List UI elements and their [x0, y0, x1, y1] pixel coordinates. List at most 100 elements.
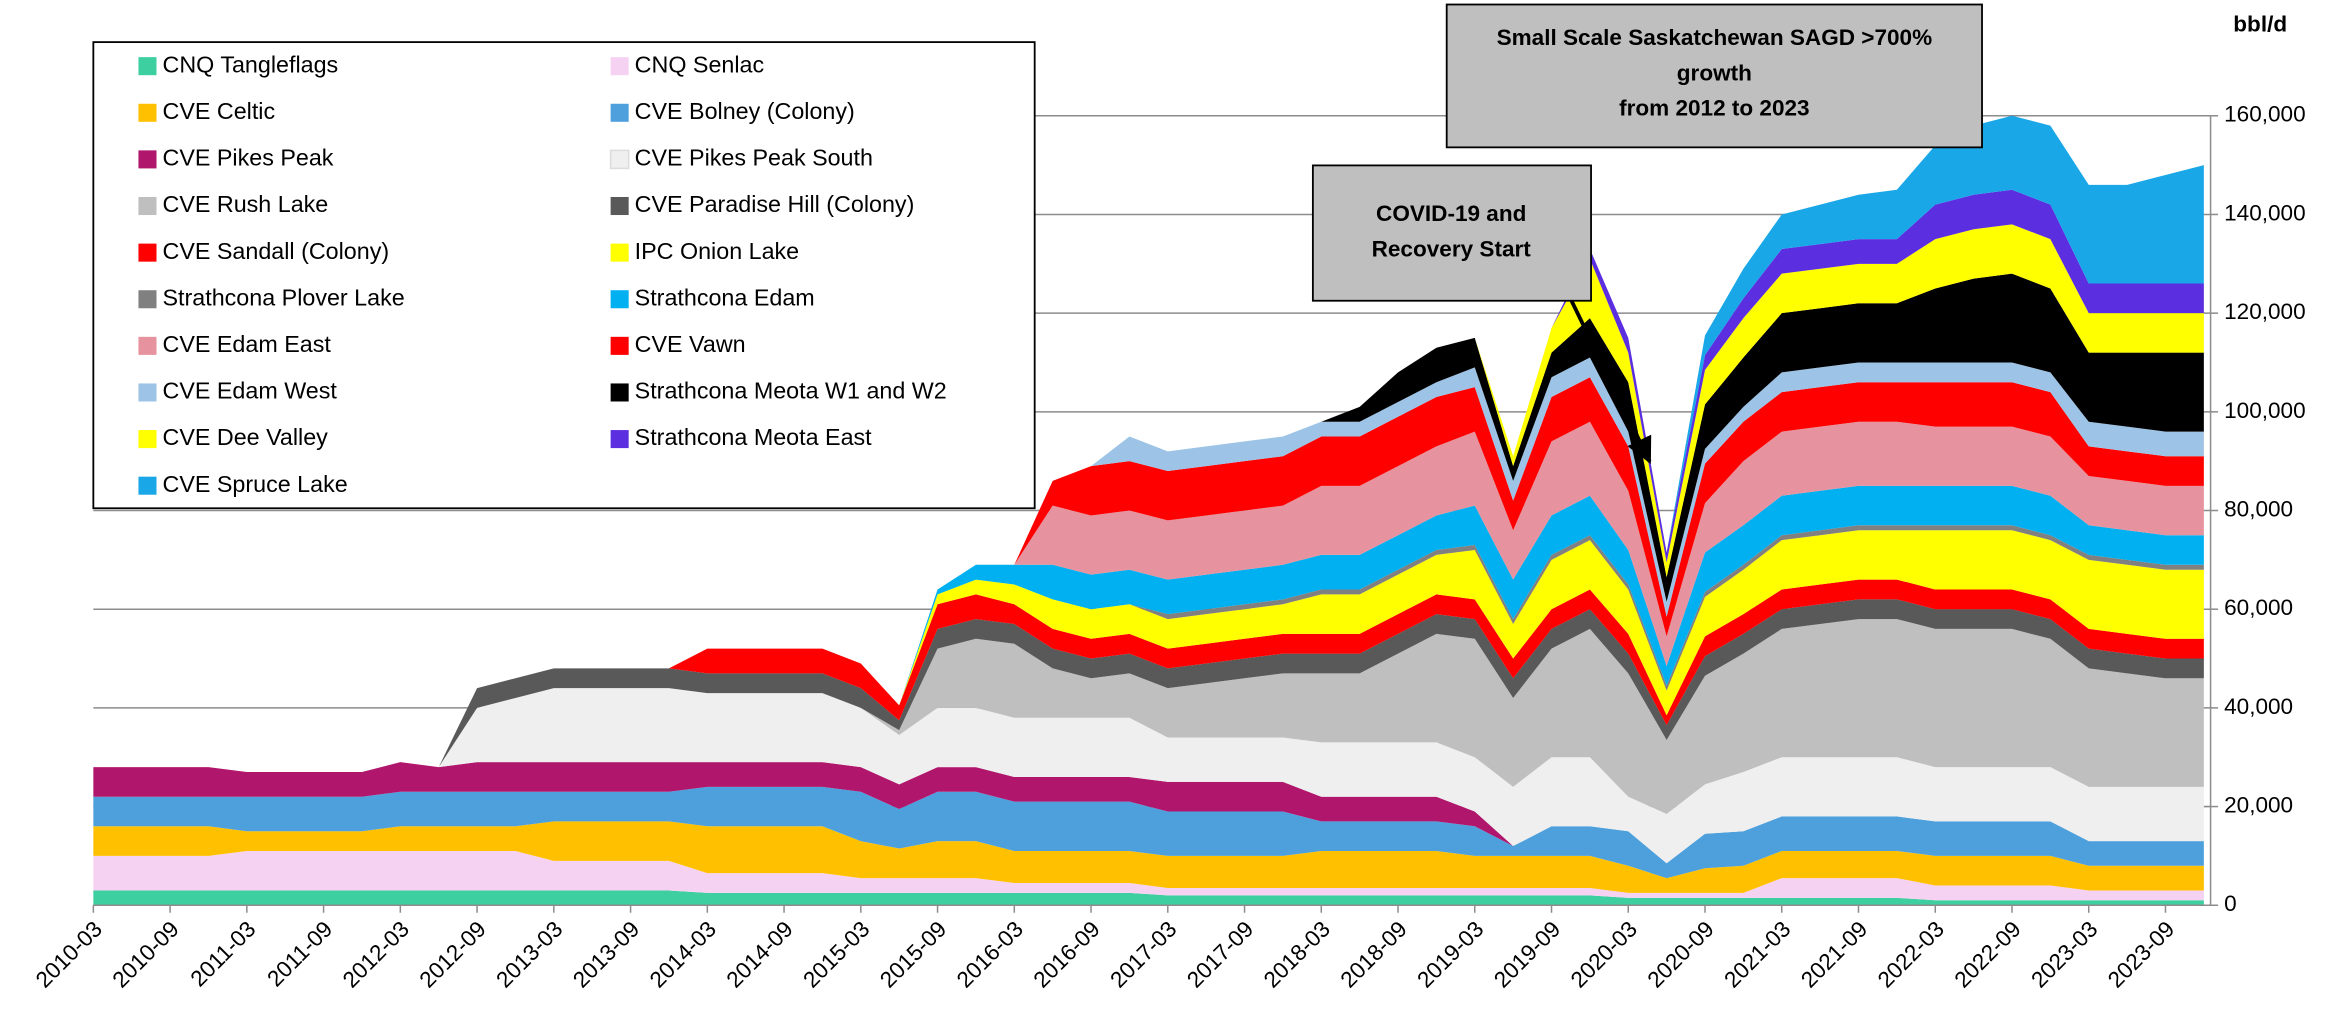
legend-swatch: [610, 196, 629, 216]
area: [93, 786, 2204, 879]
legend: CNQ Tangleflags CNQ Senlac CVE Celtic CVE B…: [92, 41, 1036, 510]
x-tick-label: 2020-09: [1643, 916, 1719, 992]
annotation-text: Recovery Start: [1372, 236, 1532, 261]
y-tick-label: 40,000: [2224, 694, 2293, 719]
x-tick-label: 2021-03: [1719, 916, 1795, 992]
area: [93, 688, 2204, 864]
legend-label: IPC Onion Lake: [635, 238, 799, 264]
unit-label: bbl/d: [2233, 12, 2287, 37]
legend-label: CVE Pikes Peak: [163, 145, 334, 171]
annotations: Small Scale Saskatchewan SAGD >700% growt…: [1311, 3, 1983, 302]
area: [93, 579, 2204, 773]
x-tick-label: 2011-09: [262, 916, 337, 991]
legend-swatch: [138, 290, 157, 309]
area: [93, 377, 2204, 773]
x-tick-label: 2010-03: [31, 916, 107, 992]
x-tick-label: 2023-03: [2026, 916, 2102, 992]
annotation-text: COVID-19 and: [1376, 201, 1526, 226]
area: [93, 485, 2204, 773]
area: [93, 421, 2204, 773]
x-tick-label: 2022-03: [1873, 916, 1949, 992]
annotation-box: [1311, 164, 1592, 302]
x-tick-label: 2012-09: [415, 916, 491, 992]
x-tick-label: 2011-03: [186, 916, 261, 991]
legend-label: CVE Edam West: [163, 378, 338, 404]
x-tick-label: 2015-03: [798, 916, 874, 992]
y-tick-label: 100,000: [2224, 398, 2306, 423]
legend-label: CVE Vawn: [635, 331, 746, 357]
area: [93, 273, 2204, 773]
legend-label: CVE Pikes Peak South: [635, 145, 873, 171]
legend-swatch: [138, 430, 157, 449]
legend-swatch: [610, 290, 629, 309]
legend-label: Strathcona Meota East: [635, 424, 873, 450]
legend-swatch: [138, 196, 157, 216]
legend-label: CVE Dee Valley: [163, 424, 329, 450]
x-tick-label: 2016-03: [952, 916, 1028, 992]
legend-label: CVE Edam East: [163, 331, 332, 357]
x-tick-label: 2013-03: [491, 916, 567, 992]
legend-swatch: [138, 383, 157, 402]
area: [93, 890, 2204, 906]
area: [93, 821, 2204, 893]
legend-label: CVE Spruce Lake: [163, 471, 348, 497]
x-tick-label: 2023-09: [2103, 916, 2179, 992]
legend-swatch: [138, 243, 157, 262]
y-tick-label: 20,000: [2224, 793, 2293, 818]
x-tick-label: 2016-09: [1029, 916, 1105, 992]
y-tick-label: 80,000: [2224, 496, 2293, 521]
x-tick-label: 2017-09: [1182, 916, 1258, 992]
legend-swatch: [138, 103, 157, 122]
area: [93, 599, 2204, 773]
legend-label: Strathcona Meota W1 and W2: [635, 378, 947, 404]
area: [93, 530, 2204, 773]
legend-label: CVE Celtic: [163, 98, 276, 124]
annotation-arrow: [1569, 299, 1652, 465]
x-tick-label: 2019-09: [1489, 916, 1565, 992]
x-tick-label: 2013-09: [568, 916, 644, 992]
x-tick-label: 2020-03: [1566, 916, 1642, 992]
area: [93, 850, 2204, 901]
annotation-text: growth: [1677, 60, 1752, 85]
legend-swatch: [610, 103, 629, 122]
legend-swatch: [138, 57, 157, 76]
legend-swatch: [610, 57, 629, 76]
legend-label: Strathcona Edam: [635, 284, 815, 310]
legend-swatch: [138, 150, 157, 169]
legend-label: Strathcona Plover Lake: [163, 284, 405, 310]
legend-box: [92, 41, 1036, 510]
x-tick-label: 2018-09: [1336, 916, 1412, 992]
x-tick-label: 2017-03: [1105, 916, 1181, 992]
y-tick-label: 60,000: [2224, 595, 2293, 620]
y-tick-label: 0: [2224, 891, 2237, 916]
legend-swatch: [610, 383, 629, 402]
area: [93, 619, 2204, 814]
legend-swatch: [610, 336, 629, 355]
x-tick-label: 2012-03: [338, 916, 414, 992]
x-tick-label: 2022-09: [1950, 916, 2026, 992]
legend-label: CNQ Senlac: [635, 51, 765, 77]
legend-swatch: [138, 336, 157, 355]
legend-swatch: [610, 430, 629, 449]
x-tick-label: 2015-09: [875, 916, 951, 992]
plot-areas: [93, 115, 2204, 906]
legend-label: CNQ Tangleflags: [163, 51, 339, 77]
y-tick-label: 120,000: [2224, 299, 2306, 324]
annotation-text: from 2012 to 2023: [1619, 96, 1810, 121]
annotation-text: Small Scale Saskatchewan SAGD >700%: [1497, 25, 1933, 50]
x-tick-label: 2014-03: [645, 916, 721, 992]
x-tick-label: 2019-03: [1412, 916, 1488, 992]
legend-swatch: [609, 149, 630, 170]
annotation-box: [1445, 3, 1983, 149]
legend-label: CVE Rush Lake: [163, 191, 329, 217]
x-tick-label: 2021-09: [1796, 916, 1872, 992]
legend-swatch: [610, 243, 629, 262]
legend-label: CVE Sandall (Colony): [163, 238, 390, 264]
legend-label: CVE Bolney (Colony): [635, 98, 855, 124]
y-tick-label: 140,000: [2224, 200, 2306, 225]
legend-label: CVE Paradise Hill (Colony): [635, 191, 915, 217]
y-tick-label: 160,000: [2224, 102, 2306, 127]
legend-swatch: [138, 476, 157, 495]
